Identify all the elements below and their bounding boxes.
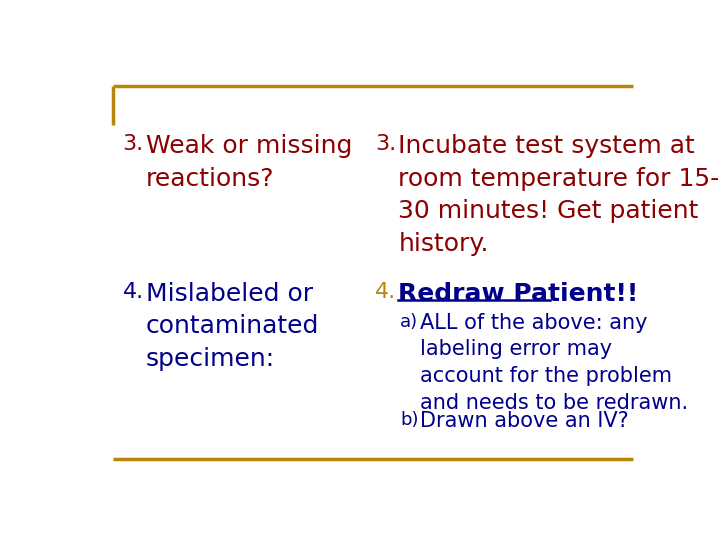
Text: 4.: 4. (122, 282, 144, 302)
Text: 3.: 3. (375, 134, 396, 154)
Text: Weak or missing
reactions?: Weak or missing reactions? (145, 134, 352, 191)
Text: Drawn above an IV?: Drawn above an IV? (420, 411, 629, 431)
Text: 4.: 4. (375, 282, 396, 302)
Text: b): b) (400, 411, 418, 429)
Text: Redraw Patient!!: Redraw Patient!! (398, 282, 639, 306)
Text: Mislabeled or
contaminated
specimen:: Mislabeled or contaminated specimen: (145, 282, 319, 371)
Text: 3.: 3. (122, 134, 144, 154)
Text: ALL of the above: any
labeling error may
account for the problem
and needs to be: ALL of the above: any labeling error may… (420, 313, 688, 413)
Text: a): a) (400, 313, 418, 330)
Text: Incubate test system at
room temperature for 15-
30 minutes! Get patient
history: Incubate test system at room temperature… (398, 134, 720, 256)
